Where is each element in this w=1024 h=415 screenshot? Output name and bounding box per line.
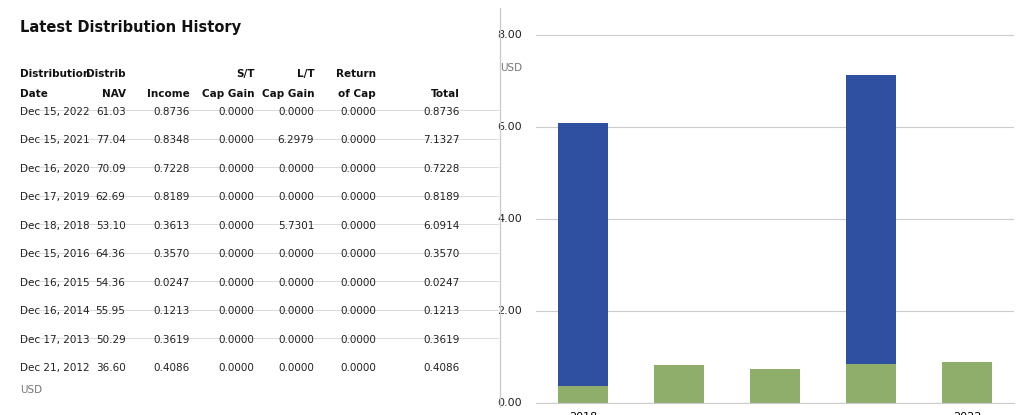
Text: 0.0000: 0.0000 — [218, 135, 255, 145]
Text: 0.0000: 0.0000 — [218, 249, 255, 259]
Text: 61.03: 61.03 — [96, 107, 126, 117]
Text: 0.0000: 0.0000 — [218, 278, 255, 288]
Text: Total: Total — [431, 88, 460, 98]
Text: 0.3613: 0.3613 — [154, 221, 190, 231]
Text: NAV: NAV — [101, 88, 126, 98]
Text: 0.3619: 0.3619 — [154, 334, 190, 345]
Text: 0.7228: 0.7228 — [424, 164, 460, 174]
Text: Dec 18, 2018: Dec 18, 2018 — [20, 221, 90, 231]
Text: 0.0000: 0.0000 — [340, 363, 376, 373]
Text: Return: Return — [336, 69, 376, 79]
Text: USD: USD — [500, 63, 522, 73]
Text: 50.29: 50.29 — [96, 334, 126, 345]
Text: Dec 16, 2014: Dec 16, 2014 — [20, 306, 90, 316]
Text: 0.0000: 0.0000 — [218, 107, 255, 117]
Text: S/T: S/T — [236, 69, 255, 79]
Text: 0.0000: 0.0000 — [340, 107, 376, 117]
Text: 7.1327: 7.1327 — [423, 135, 460, 145]
Text: Dec 15, 2022: Dec 15, 2022 — [20, 107, 90, 117]
Text: 70.09: 70.09 — [96, 164, 126, 174]
Text: 55.95: 55.95 — [95, 306, 126, 316]
Text: 0.8189: 0.8189 — [424, 192, 460, 202]
Text: Distrib: Distrib — [86, 69, 126, 79]
Text: of Cap: of Cap — [339, 88, 376, 98]
Text: USD: USD — [20, 385, 43, 395]
Text: Dec 16, 2020: Dec 16, 2020 — [20, 164, 90, 174]
Text: 0.0000: 0.0000 — [340, 164, 376, 174]
Text: 0.0000: 0.0000 — [279, 107, 314, 117]
Text: 0.0000: 0.0000 — [340, 278, 376, 288]
Bar — [942, 362, 992, 403]
Text: 36.60: 36.60 — [96, 363, 126, 373]
Bar — [654, 365, 703, 403]
Text: Dec 15, 2021: Dec 15, 2021 — [20, 135, 90, 145]
Text: 0.0000: 0.0000 — [279, 306, 314, 316]
Text: Dec 16, 2015: Dec 16, 2015 — [20, 278, 90, 288]
Text: 2.00: 2.00 — [497, 306, 522, 316]
Text: Cap Gain: Cap Gain — [262, 88, 314, 98]
Text: 0.0000: 0.0000 — [340, 334, 376, 345]
Text: 0.0000: 0.0000 — [218, 334, 255, 345]
Text: 0.0000: 0.0000 — [279, 363, 314, 373]
Text: Dec 17, 2013: Dec 17, 2013 — [20, 334, 90, 345]
Text: Latest Distribution History: Latest Distribution History — [20, 20, 242, 35]
Text: 0.8736: 0.8736 — [154, 107, 190, 117]
Text: 0.0000: 0.0000 — [340, 249, 376, 259]
Text: 0.8736: 0.8736 — [424, 107, 460, 117]
Text: 54.36: 54.36 — [95, 278, 126, 288]
Text: 0.0000: 0.0000 — [340, 221, 376, 231]
Text: 0.00: 0.00 — [498, 398, 522, 408]
Text: 0.0247: 0.0247 — [424, 278, 460, 288]
Text: 0.3570: 0.3570 — [424, 249, 460, 259]
Text: 0.0000: 0.0000 — [218, 306, 255, 316]
Text: 0.1213: 0.1213 — [424, 306, 460, 316]
Text: 0.0000: 0.0000 — [340, 192, 376, 202]
Text: 0.3619: 0.3619 — [424, 334, 460, 345]
Text: 0.0247: 0.0247 — [154, 278, 190, 288]
Text: Date: Date — [20, 88, 48, 98]
Text: 0.8189: 0.8189 — [154, 192, 190, 202]
Bar — [750, 369, 800, 403]
Text: 0.0000: 0.0000 — [340, 306, 376, 316]
Text: Dec 15, 2016: Dec 15, 2016 — [20, 249, 90, 259]
Text: 0.0000: 0.0000 — [218, 221, 255, 231]
Text: 0.7228: 0.7228 — [154, 164, 190, 174]
Text: L/T: L/T — [297, 69, 314, 79]
Text: 53.10: 53.10 — [96, 221, 126, 231]
Text: 8.00: 8.00 — [497, 30, 522, 40]
Text: 0.4086: 0.4086 — [424, 363, 460, 373]
Text: 0.3570: 0.3570 — [154, 249, 190, 259]
Text: 64.36: 64.36 — [95, 249, 126, 259]
Bar — [846, 364, 896, 403]
Text: Cap Gain: Cap Gain — [202, 88, 255, 98]
Text: Distribution: Distribution — [20, 69, 91, 79]
Bar — [558, 386, 608, 403]
Text: 6.2979: 6.2979 — [278, 135, 314, 145]
Text: 0.0000: 0.0000 — [279, 334, 314, 345]
Text: 6.00: 6.00 — [498, 122, 522, 132]
Text: 0.0000: 0.0000 — [279, 278, 314, 288]
Text: Dec 21, 2012: Dec 21, 2012 — [20, 363, 90, 373]
Text: 0.1213: 0.1213 — [154, 306, 190, 316]
Text: 4.00: 4.00 — [497, 214, 522, 224]
Bar — [558, 123, 608, 386]
Text: 0.0000: 0.0000 — [279, 164, 314, 174]
Text: 62.69: 62.69 — [95, 192, 126, 202]
Text: Income: Income — [147, 88, 190, 98]
Text: 0.0000: 0.0000 — [218, 164, 255, 174]
Text: 0.0000: 0.0000 — [218, 363, 255, 373]
Text: 0.0000: 0.0000 — [279, 192, 314, 202]
Text: 0.8348: 0.8348 — [154, 135, 190, 145]
Text: 0.0000: 0.0000 — [218, 192, 255, 202]
Text: 0.0000: 0.0000 — [279, 249, 314, 259]
Text: 5.7301: 5.7301 — [278, 221, 314, 231]
Bar — [846, 75, 896, 364]
Text: 77.04: 77.04 — [96, 135, 126, 145]
Text: 0.4086: 0.4086 — [154, 363, 190, 373]
Text: Dec 17, 2019: Dec 17, 2019 — [20, 192, 90, 202]
Text: 0.0000: 0.0000 — [340, 135, 376, 145]
Text: 6.0914: 6.0914 — [424, 221, 460, 231]
